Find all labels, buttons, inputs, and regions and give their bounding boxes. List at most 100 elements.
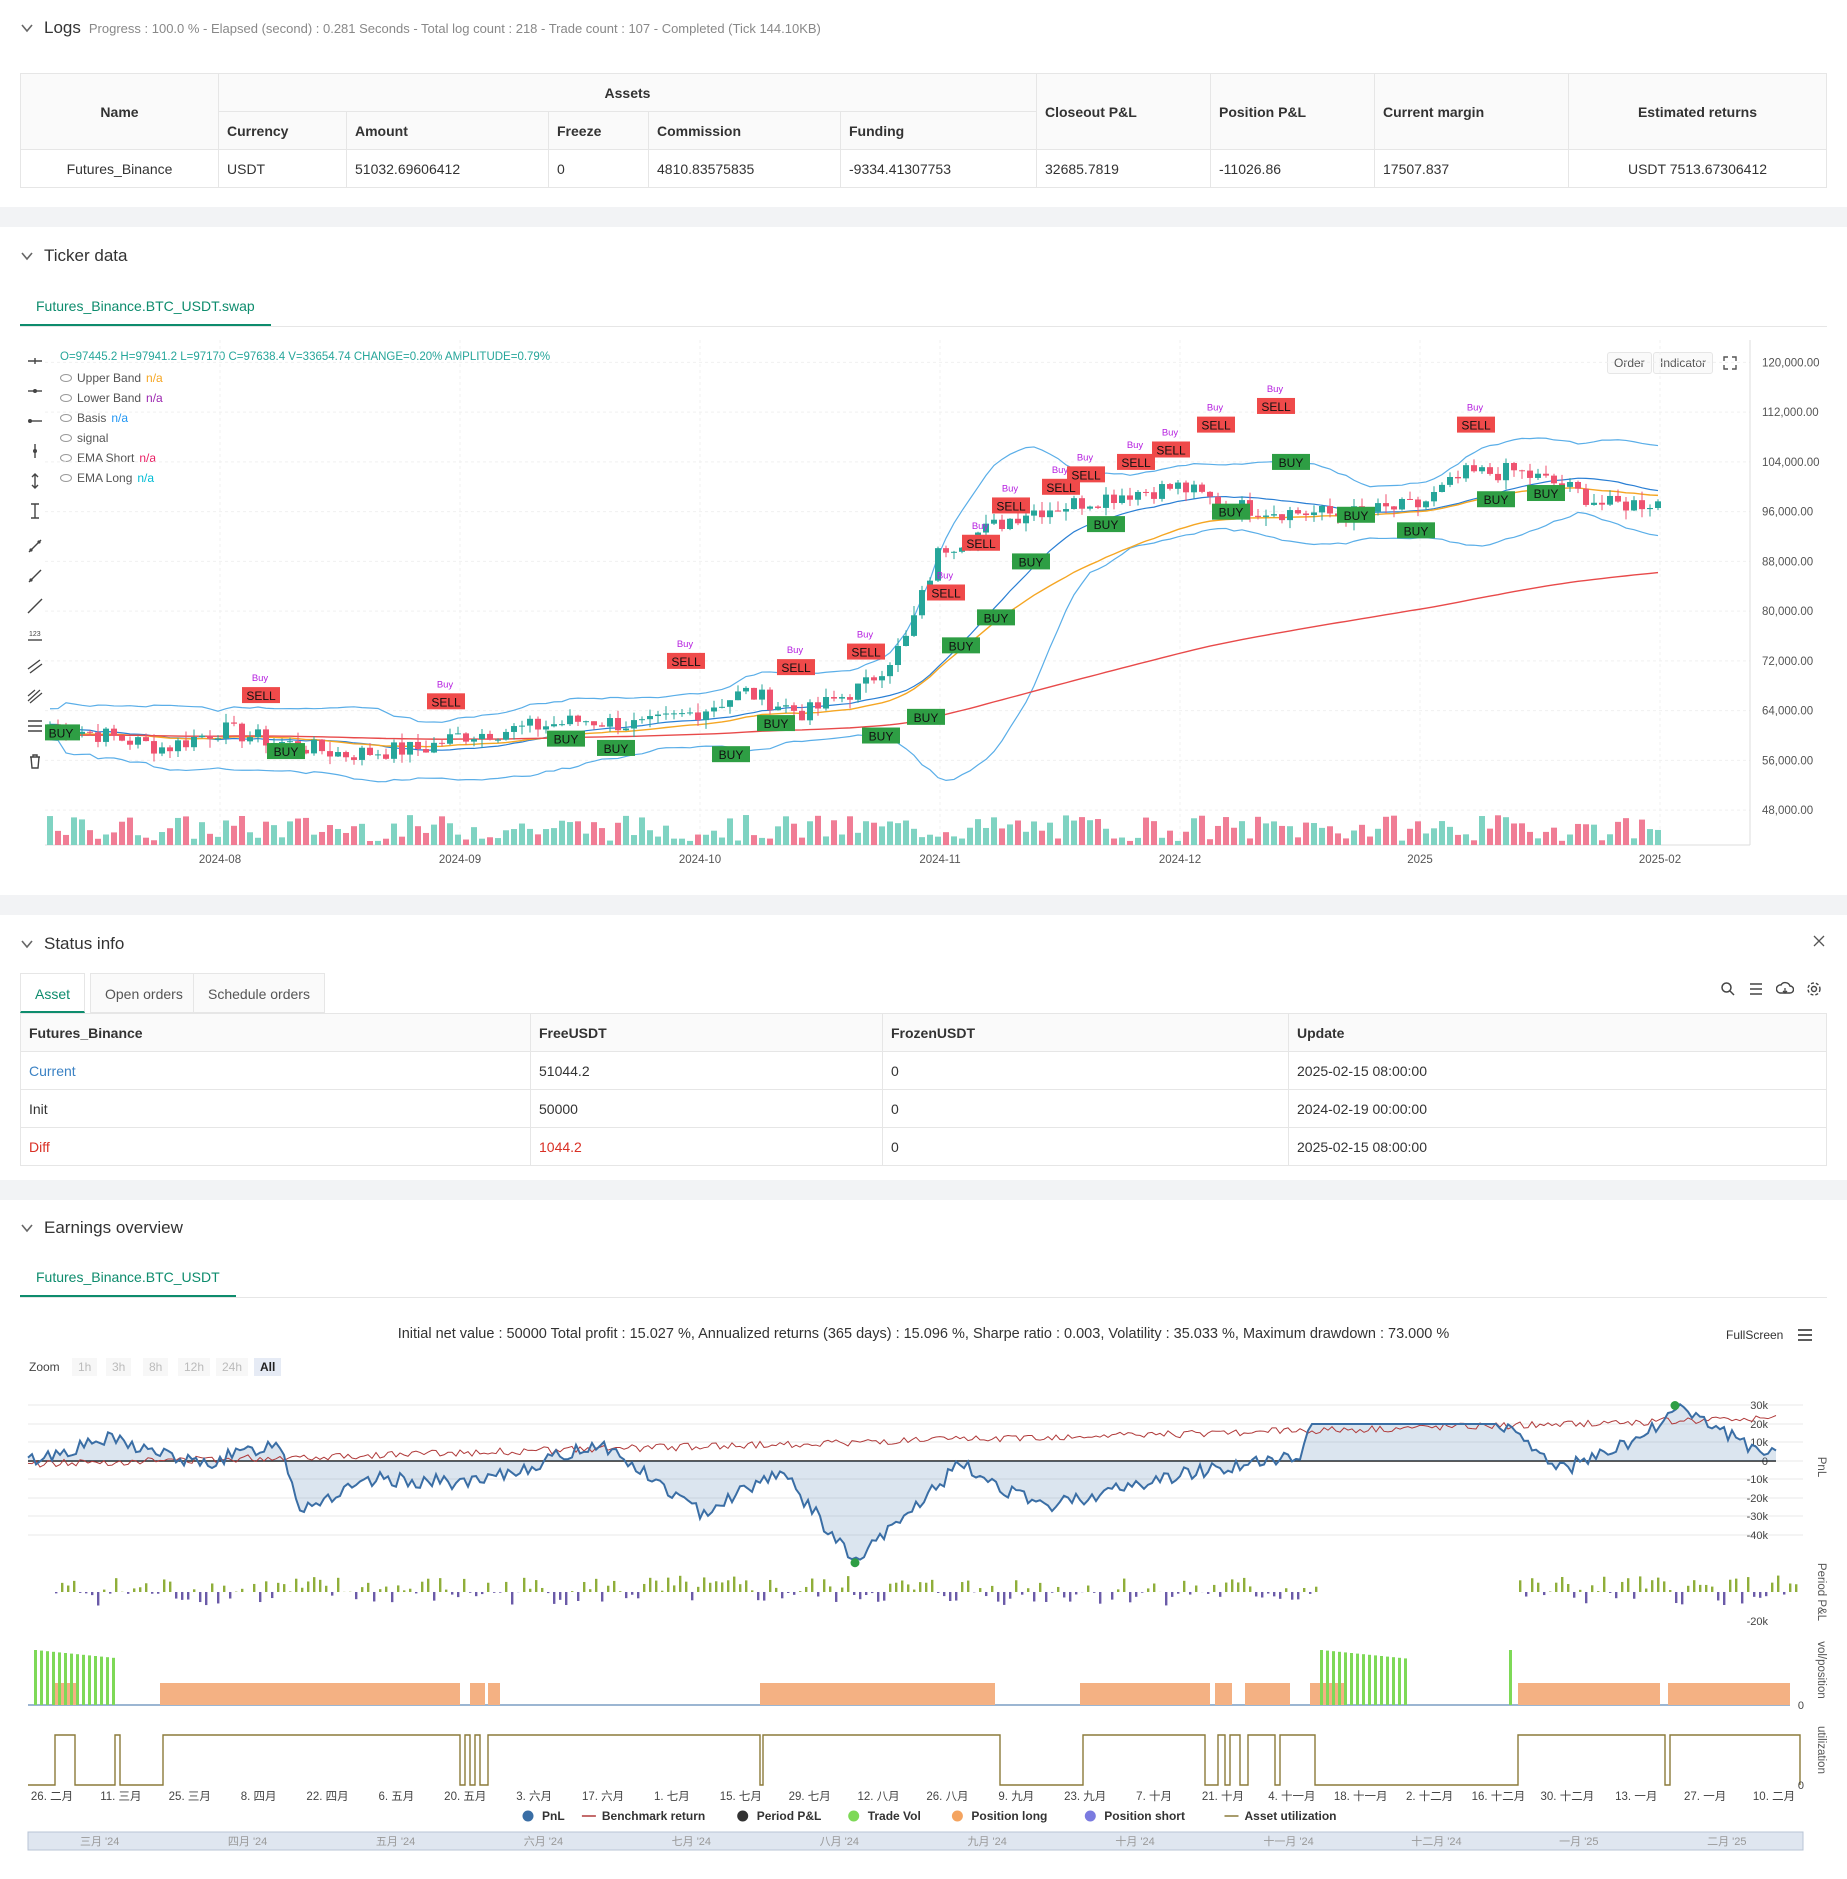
x-tick-label: 11. 三月 xyxy=(100,1791,141,1803)
col-commission: Commission xyxy=(648,111,841,150)
max-drawdown-marker xyxy=(850,1558,860,1568)
horizontal-ray-icon[interactable] xyxy=(26,412,44,430)
x-tick-label: 27. 一月 xyxy=(1684,1791,1726,1803)
search-icon[interactable] xyxy=(1720,981,1736,997)
volume-bar xyxy=(1015,820,1021,845)
period-pnl-bar xyxy=(745,1580,748,1592)
zoom-12h[interactable]: 12h xyxy=(178,1358,211,1376)
chevron-down-icon[interactable] xyxy=(20,937,34,951)
navigator-label: 五月 '24 xyxy=(376,1836,415,1848)
period-pnl-bar xyxy=(1633,1592,1636,1599)
eye-icon[interactable] xyxy=(60,414,72,422)
period-pnl-bar xyxy=(1303,1587,1306,1592)
extended-line-icon[interactable] xyxy=(26,597,44,615)
tab-open-orders[interactable]: Open orders xyxy=(90,973,198,1013)
expand-icon[interactable] xyxy=(1722,355,1738,371)
trade-vol-bar xyxy=(64,1653,67,1705)
candle-body xyxy=(151,741,157,754)
legend-item[interactable]: Basis n/a xyxy=(60,411,128,425)
legend-item[interactable]: Lower Band n/a xyxy=(60,391,163,405)
y-tick-label: 64,000.00 xyxy=(1762,706,1813,718)
period-pnl-bar xyxy=(619,1591,622,1592)
tab-ticker-symbol[interactable]: Futures_Binance.BTC_USDT.swap xyxy=(20,286,271,326)
tab-earnings-symbol[interactable]: Futures_Binance.BTC_USDT xyxy=(20,1257,236,1297)
chevron-down-icon[interactable] xyxy=(20,1221,34,1235)
status-header[interactable]: Status info xyxy=(0,934,1847,954)
gear-icon[interactable] xyxy=(1806,981,1822,997)
parallel-channel-icon[interactable] xyxy=(26,657,44,675)
candle-body xyxy=(951,551,957,553)
y-tick-label: 72,000.00 xyxy=(1762,656,1813,668)
period-pnl-bar xyxy=(1627,1578,1630,1592)
eye-icon[interactable] xyxy=(60,434,72,442)
order-button[interactable]: Order xyxy=(1607,352,1652,374)
ray-line-icon[interactable] xyxy=(26,567,44,585)
volume-bar xyxy=(463,839,469,845)
candle-body xyxy=(1623,501,1629,511)
eye-icon[interactable] xyxy=(60,394,72,402)
ticker-header[interactable]: Ticker data xyxy=(0,246,1847,266)
chevron-down-icon[interactable] xyxy=(20,249,34,263)
cell-amount: 51032.69606412 xyxy=(346,149,549,188)
candle-body xyxy=(711,707,717,712)
period-pnl-bar xyxy=(1063,1592,1066,1598)
collapse-icon[interactable] xyxy=(1812,934,1826,948)
period-pnl-bar xyxy=(403,1590,406,1592)
cell-update: 2025-02-15 08:00:00 xyxy=(1288,1051,1827,1090)
period-pnl-bar xyxy=(661,1590,664,1592)
period-pnl-bar xyxy=(1645,1588,1648,1592)
candle-body xyxy=(903,635,909,646)
menu-icon[interactable] xyxy=(1797,1328,1813,1342)
pitchfork-icon[interactable] xyxy=(26,687,44,705)
period-pnl-bar xyxy=(475,1592,478,1597)
period-pnl-bar xyxy=(541,1587,544,1592)
volume-bar xyxy=(719,837,725,845)
list-icon[interactable] xyxy=(1748,981,1764,997)
volume-bar xyxy=(1623,818,1629,845)
vertical-line-icon[interactable] xyxy=(26,442,44,460)
period-pnl-bar xyxy=(391,1592,394,1603)
trade-vol-bar xyxy=(52,1651,55,1705)
fibonacci-icon[interactable] xyxy=(26,717,44,735)
legend-item[interactable]: Upper Band n/a xyxy=(60,371,163,385)
trend-line-icon[interactable] xyxy=(26,537,44,555)
cloud-download-icon[interactable] xyxy=(1776,981,1794,997)
candle-body xyxy=(783,705,789,707)
zoom-8h[interactable]: 8h xyxy=(143,1358,169,1376)
legend-item[interactable]: signal xyxy=(60,431,108,445)
price-range-icon[interactable] xyxy=(26,502,44,520)
logs-header[interactable]: Logs Progress : 100.0 % - Elapsed (secon… xyxy=(0,18,1847,38)
indicator-button[interactable]: Indicator xyxy=(1653,352,1714,374)
buy-small-label: Buy xyxy=(1267,384,1284,395)
fullscreen-button[interactable]: FullScreen xyxy=(1726,1328,1784,1342)
earnings-chart[interactable]: 30k20k10k0-10k-20k-30k-40k-20k00PnLPerio… xyxy=(0,1385,1847,1865)
trash-icon[interactable] xyxy=(26,752,44,770)
tab-asset[interactable]: Asset xyxy=(20,973,86,1013)
candlestick-chart[interactable]: 120,000.00 112,000.00 104,000.00 96,000.00 8… xyxy=(45,340,1847,885)
horizontal-line-icon[interactable] xyxy=(26,382,44,400)
candle-body xyxy=(695,712,701,721)
period-pnl-bar xyxy=(829,1586,832,1592)
earnings-header[interactable]: Earnings overview xyxy=(0,1218,1847,1238)
candle-body xyxy=(935,548,941,581)
zoom-All[interactable]: All xyxy=(254,1358,282,1376)
buy-signal-marker xyxy=(1527,485,1565,502)
eye-icon[interactable] xyxy=(60,374,72,382)
crosshair-icon[interactable] xyxy=(26,352,44,370)
candle-body xyxy=(823,697,829,709)
chevron-down-icon[interactable] xyxy=(20,21,34,35)
period-pnl-bar xyxy=(139,1587,142,1592)
tab-schedule-orders[interactable]: Schedule orders xyxy=(193,973,325,1013)
volume-bar xyxy=(79,819,85,845)
eye-icon[interactable] xyxy=(60,474,72,482)
zoom-1h[interactable]: 1h xyxy=(72,1358,98,1376)
zoom-24h[interactable]: 24h xyxy=(216,1358,249,1376)
zoom-3h[interactable]: 3h xyxy=(106,1358,132,1376)
candle-body xyxy=(159,747,165,754)
row-label-current[interactable]: Current xyxy=(20,1051,531,1090)
price-label-icon[interactable]: 123 xyxy=(26,627,44,645)
period-pnl-bar xyxy=(1129,1592,1132,1603)
volume-bar xyxy=(1263,823,1269,845)
vertical-arrow-icon[interactable] xyxy=(26,472,44,490)
legend-item[interactable]: EMA Long n/a xyxy=(60,471,154,485)
